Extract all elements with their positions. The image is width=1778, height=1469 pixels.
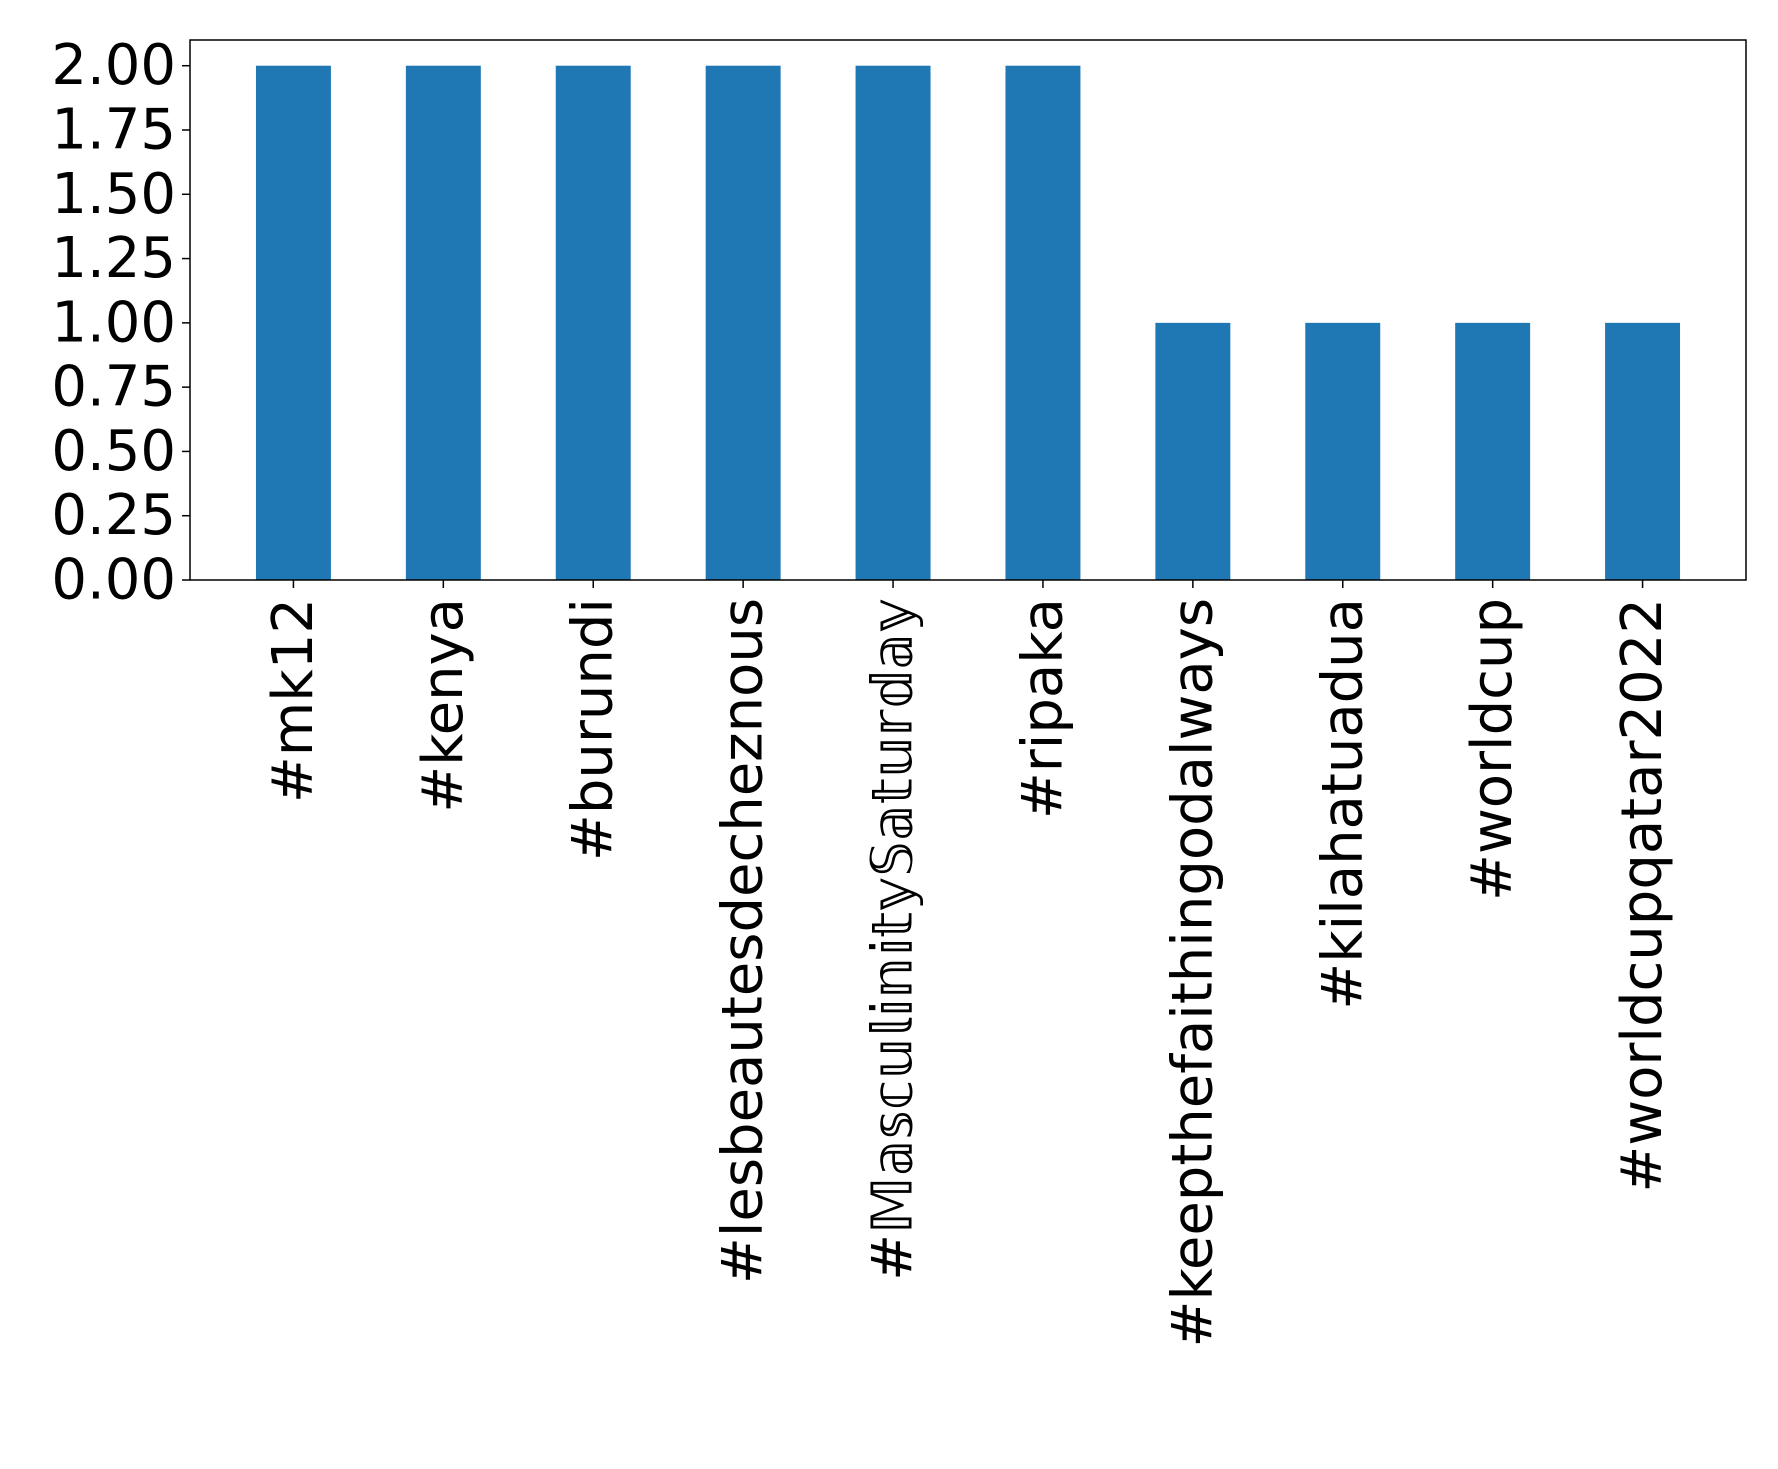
x-tick-label: #burundi <box>561 598 626 861</box>
y-tick-label: 0.00 <box>51 548 176 613</box>
bar-5 <box>1005 65 1081 580</box>
y-tick-label: 1.50 <box>51 162 176 227</box>
x-tick-label: #kilahatuadua <box>1310 598 1375 1010</box>
x-tick-label: #keepthefaithingodalways <box>1160 598 1225 1347</box>
bars-layer <box>255 65 1681 580</box>
bar-3 <box>705 65 781 580</box>
y-tick-label: 0.25 <box>51 483 176 548</box>
plot-frame <box>189 39 1747 581</box>
x-tick-label: #mk12 <box>261 598 326 803</box>
x-tick-label: #ripaka <box>1010 598 1075 819</box>
y-tick-label: 0.75 <box>51 355 176 420</box>
bar-1 <box>405 65 481 580</box>
y-tick-label: 2.00 <box>51 33 176 98</box>
x-tick-label: #worldcupqatar2022 <box>1610 598 1675 1193</box>
x-tick-label: #worldcup <box>1460 598 1525 901</box>
bar-0 <box>255 65 331 580</box>
bar-4 <box>855 65 931 580</box>
bar-7 <box>1305 322 1381 580</box>
y-tick-label: 1.00 <box>51 290 176 355</box>
y-tick-label: 0.50 <box>51 419 176 484</box>
x-axis: #mk12 #kenya #burundi #lesbeautesdecheznous… <box>261 580 1675 1347</box>
y-axis: 0.000.250.500.751.001.251.501.752.00 <box>51 33 190 613</box>
bar-2 <box>555 65 631 580</box>
x-tick-label: #lesbeautesdecheznous <box>711 598 776 1284</box>
y-tick-label: 1.75 <box>51 98 176 163</box>
bar-9 <box>1605 322 1681 580</box>
bar-6 <box>1155 322 1231 580</box>
y-tick-label: 1.25 <box>51 226 176 291</box>
bar-8 <box>1455 322 1531 580</box>
x-tick-label: #𝕄𝕒𝕤𝕔𝕦𝕝𝕚𝕟𝕚𝕥𝕪𝕊𝕒𝕥𝕦𝕣𝕕𝕒𝕪 <box>861 598 926 1281</box>
x-tick-label: #kenya <box>411 598 476 813</box>
